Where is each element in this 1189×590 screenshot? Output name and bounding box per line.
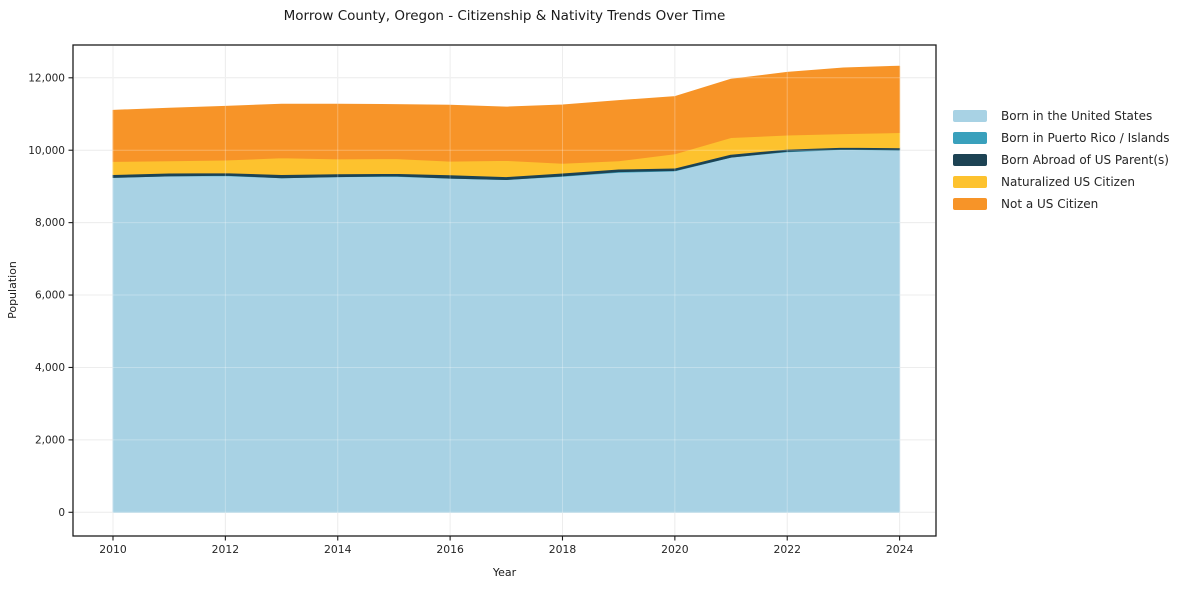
legend-label: Naturalized US Citizen: [1001, 175, 1135, 189]
y-tick-label: 2,000: [35, 434, 65, 446]
x-tick-label: 2016: [436, 543, 464, 556]
chart-title: Morrow County, Oregon - Citizenship & Na…: [283, 8, 726, 24]
legend-label: Born in Puerto Rico / Islands: [1001, 131, 1170, 145]
x-tick-label: 2012: [212, 543, 239, 556]
legend-swatch: [953, 154, 987, 166]
x-tick-label: 2020: [661, 543, 689, 556]
plot-frame: [72, 44, 937, 537]
legend-swatch: [953, 110, 987, 122]
legend-swatch: [953, 132, 987, 144]
y-tick-label: 10,000: [28, 145, 65, 157]
area-series: [112, 65, 901, 164]
x-tick-label: 2010: [99, 543, 127, 556]
area-series: [112, 149, 901, 513]
x-tick-label: 2014: [324, 543, 352, 556]
legend-label: Born Abroad of US Parent(s): [1001, 153, 1169, 167]
x-tick-label: 2018: [549, 543, 577, 556]
y-tick-label: 12,000: [28, 72, 65, 84]
y-tick-label: 8,000: [35, 217, 65, 229]
x-tick-label: 2022: [773, 543, 800, 556]
x-axis-label: Year: [492, 566, 517, 579]
y-tick-label: 0: [58, 507, 65, 519]
legend-label: Born in the United States: [1001, 109, 1152, 123]
legend-swatch: [953, 176, 987, 188]
legend-swatch: [953, 198, 987, 210]
y-tick-label: 4,000: [35, 362, 65, 374]
legend-label: Not a US Citizen: [1001, 197, 1098, 211]
x-tick-label: 2024: [886, 543, 914, 556]
y-tick-label: 6,000: [35, 290, 65, 302]
